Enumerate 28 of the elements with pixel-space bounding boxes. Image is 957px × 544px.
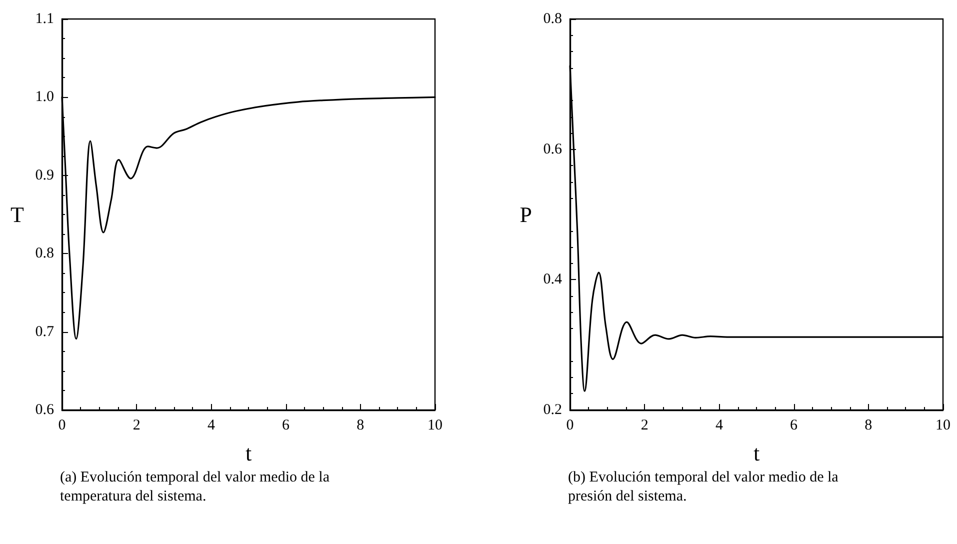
y-axis-title: T bbox=[10, 202, 25, 227]
x-axis-title: t bbox=[245, 440, 252, 466]
y-tick-label: 0.2 bbox=[543, 402, 562, 418]
y-tick-label: 0.6 bbox=[35, 402, 54, 418]
x-tick-label: 0 bbox=[58, 418, 66, 434]
y-tick-label: 0.8 bbox=[35, 246, 54, 262]
y-tick-label: 1.0 bbox=[35, 89, 54, 106]
y-tick-label: 0.8 bbox=[543, 11, 562, 27]
x-tick-label: 0 bbox=[566, 418, 574, 434]
y-tick-label: 0.6 bbox=[543, 141, 562, 158]
y-tick-label: 1.1 bbox=[35, 11, 54, 27]
x-axis-title: t bbox=[753, 440, 760, 466]
text: (b) Evolución temporal del valor medio de la presión del sistema. bbox=[568, 470, 842, 504]
y-tick-label: 0.4 bbox=[543, 272, 562, 288]
x-tick-label: 8 bbox=[356, 418, 364, 434]
text: (a) Evolución temporal del valor medio de la temperatura del sistema. bbox=[60, 470, 334, 504]
x-tick-label: 6 bbox=[282, 418, 290, 434]
x-tick-label: 4 bbox=[207, 418, 216, 434]
x-tick-label: 2 bbox=[640, 418, 648, 434]
y-axis-title: P bbox=[520, 202, 532, 227]
x-tick-label: 6 bbox=[790, 418, 798, 434]
x-tick-label: 2 bbox=[132, 418, 140, 434]
y-tick-label: 0.9 bbox=[35, 167, 54, 184]
x-tick-label: 10 bbox=[936, 418, 950, 434]
x-tick-label: 4 bbox=[715, 418, 724, 434]
y-tick-label: 0.7 bbox=[35, 324, 54, 340]
x-tick-label: 10 bbox=[428, 418, 442, 434]
x-tick-label: 8 bbox=[864, 418, 872, 434]
